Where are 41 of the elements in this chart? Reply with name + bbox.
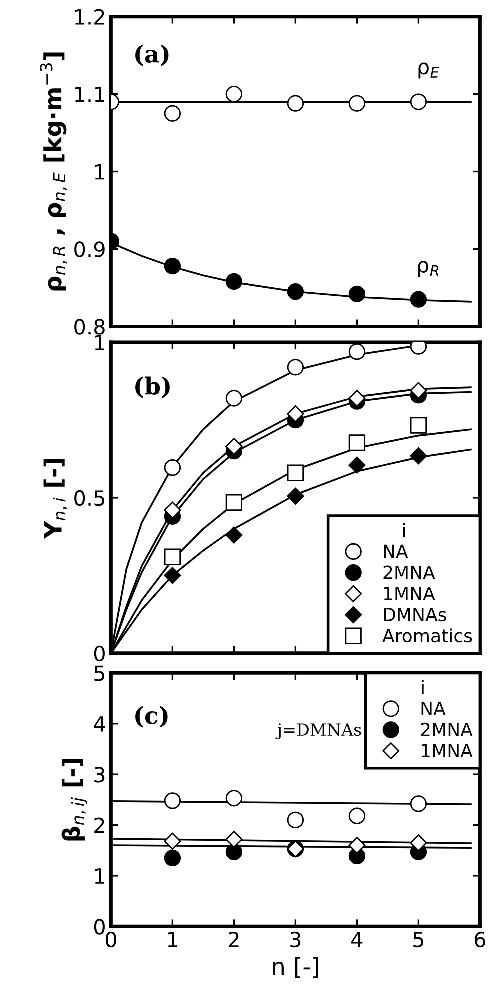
legend-label: NA (384, 544, 408, 558)
legend-title: i (403, 523, 406, 537)
legend-label: 1MNA (384, 587, 436, 600)
legend-title: i (422, 680, 424, 694)
y-tick-label: 3 (94, 767, 105, 783)
y-tick-label: 0.8 (74, 319, 105, 335)
annotation: ρ$_{R}$ (418, 261, 439, 278)
y-axis-title: Y$_{n,i}$ [-] (44, 460, 68, 539)
y-tick-label: 1.2 (75, 9, 104, 25)
annotation: ρ$_{E}$ (418, 62, 440, 79)
x-tick-label: 5 (414, 932, 424, 948)
y-axis-title: ρ$_{n,R}$ , ρ$_{n,E}$ [kg·m$^{−3}$] (40, 52, 68, 291)
y-tick-label: 1 (95, 868, 104, 884)
y-axis-title: β$_{n,ij}$ [-] (62, 759, 88, 841)
annotation: j=DMNAs (276, 724, 362, 740)
x-tick-label: 4 (352, 932, 363, 948)
legend-label: 2MNA (421, 722, 473, 736)
legend-label: NA (422, 702, 446, 716)
x-tick-label: 6 (475, 932, 486, 948)
y-tick-label: 4 (94, 716, 106, 732)
y-tick-label: 2 (94, 818, 104, 834)
y-tick-label: 0.5 (74, 490, 105, 506)
legend-label: Aromatics (382, 628, 472, 643)
annotation: (c) (136, 706, 168, 728)
annotation: (b) (136, 376, 170, 398)
y-tick-label: 0.9 (74, 242, 105, 258)
y-tick-label: 1 (95, 335, 104, 350)
y-tick-label: 0 (94, 919, 105, 935)
x-tick-label: 1 (168, 932, 178, 948)
x-tick-label: 2 (229, 932, 239, 948)
x-tick-label: 3 (290, 932, 301, 948)
y-tick-label: 0 (94, 646, 105, 662)
y-tick-label: 1.1 (75, 87, 104, 102)
x-tick-label: 0 (106, 932, 116, 948)
legend-label: DMNAs (384, 608, 446, 622)
x-axis-title: n [-] (273, 957, 318, 978)
annotation: (a) (136, 44, 169, 66)
legend-label: 1MNA (422, 744, 473, 758)
y-tick-label: 1 (95, 164, 104, 180)
legend-label: 2MNA (384, 566, 436, 580)
y-tick-label: 5 (94, 666, 105, 682)
